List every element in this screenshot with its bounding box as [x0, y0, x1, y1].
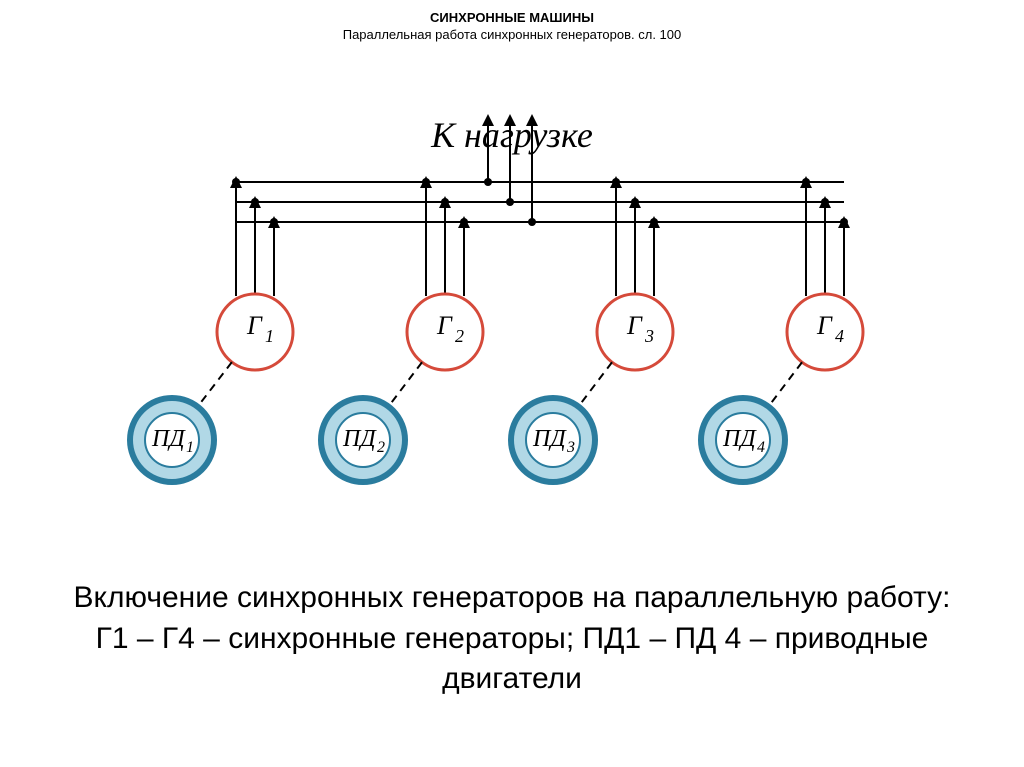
svg-text:2: 2: [455, 326, 464, 346]
svg-text:ПД: ПД: [532, 426, 567, 452]
svg-text:Г: Г: [816, 311, 833, 340]
svg-text:ПД: ПД: [722, 426, 757, 452]
svg-text:3: 3: [566, 439, 575, 456]
svg-text:4: 4: [835, 326, 844, 346]
figure-caption: Включение синхронных генераторов на пара…: [60, 578, 964, 700]
slide-header: СИНХРОННЫЕ МАШИНЫ Параллельная работа си…: [0, 10, 1024, 44]
svg-text:1: 1: [265, 326, 274, 346]
svg-text:Г: Г: [626, 311, 643, 340]
svg-text:ПД: ПД: [342, 426, 377, 452]
page-root: СИНХРОННЫЕ МАШИНЫ Параллельная работа си…: [0, 0, 1024, 767]
svg-text:4: 4: [757, 439, 765, 456]
svg-text:Г: Г: [246, 311, 263, 340]
svg-text:ПД: ПД: [151, 426, 186, 452]
svg-text:2: 2: [377, 439, 385, 456]
header-line-2: Параллельная работа синхронных генератор…: [0, 27, 1024, 44]
svg-text:Г: Г: [436, 311, 453, 340]
load-label: К нагрузке: [90, 114, 934, 156]
svg-text:1: 1: [186, 439, 194, 456]
svg-text:3: 3: [644, 326, 654, 346]
diagram-container: К нагрузке Г1ПД1Г2ПД2Г3ПД3Г4ПД4: [90, 70, 934, 540]
header-line-1: СИНХРОННЫЕ МАШИНЫ: [0, 10, 1024, 27]
